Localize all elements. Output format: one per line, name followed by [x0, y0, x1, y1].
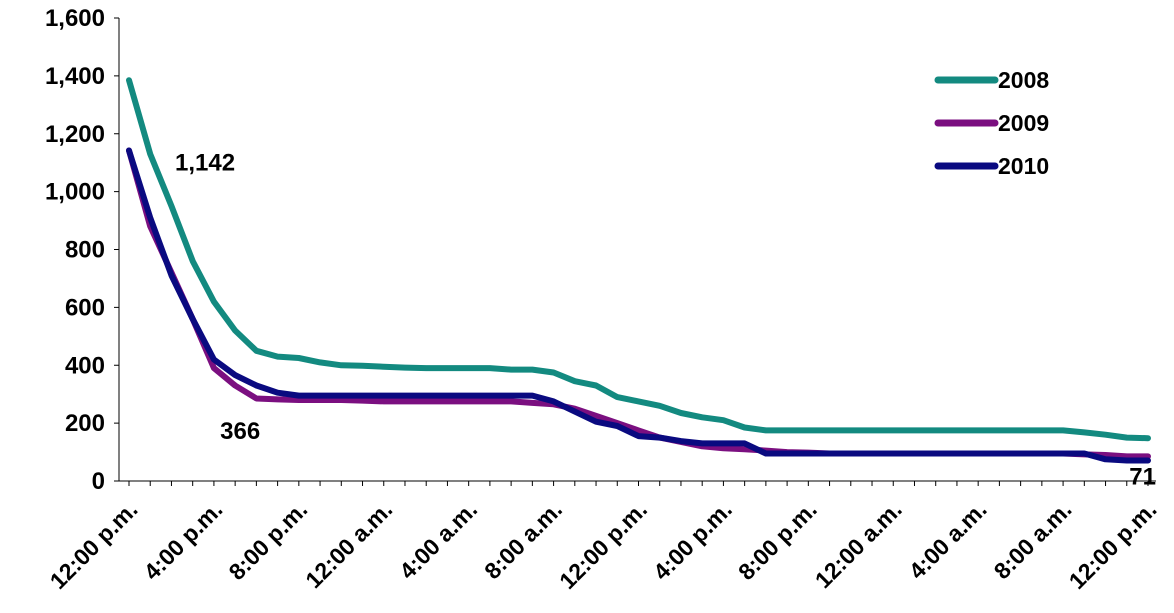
x-tick-label: 8:00 a.m. — [989, 496, 1077, 584]
x-tick-label: 4:00 a.m. — [394, 496, 482, 584]
legend-label-2009: 2009 — [998, 110, 1049, 136]
data-label: 71 — [1129, 463, 1156, 490]
x-tick-label: 8:00 p.m. — [733, 496, 822, 585]
series-line-2010 — [126, 147, 1151, 464]
series-line-2008 — [126, 77, 1151, 442]
legend-label-2008: 2008 — [998, 67, 1049, 93]
x-tick-label: 4:00 p.m. — [648, 496, 737, 585]
y-tick-label: 1,200 — [45, 121, 105, 148]
data-labels: 1,142 366 71 — [175, 150, 1156, 491]
x-tick-label: 8:00 a.m. — [479, 496, 567, 584]
y-tick-label: 1,600 — [45, 5, 105, 32]
legend-label-2010: 2010 — [998, 153, 1049, 179]
legend: 2008 2009 2010 — [934, 67, 1049, 179]
series-lines — [126, 77, 1151, 464]
y-tick-label: 800 — [65, 237, 105, 264]
y-tick-label: 1,000 — [45, 179, 105, 206]
y-tick-label: 200 — [65, 410, 105, 437]
x-tick-label: 4:00 p.m. — [139, 496, 228, 585]
y-tick-label: 400 — [65, 352, 105, 379]
x-tick-label: 12:00 a.m. — [300, 496, 397, 593]
data-label: 1,142 — [175, 150, 235, 177]
y-tick-label: 1,400 — [45, 63, 105, 90]
series-line-2009 — [126, 147, 1151, 460]
x-tick-label: 12:00 p.m. — [45, 496, 143, 594]
x-tick-label: 12:00 a.m. — [810, 496, 907, 593]
y-tick-label: 0 — [92, 468, 105, 495]
data-label: 366 — [220, 418, 260, 445]
x-tick-label: 12:00 p.m. — [554, 496, 652, 594]
x-axis: 12:00 p.m.4:00 p.m.8:00 p.m.12:00 a.m.4:… — [45, 480, 1162, 594]
x-tick-label: 12:00 p.m. — [1064, 496, 1162, 594]
y-axis: 0 200 400 600 800 1,000 1,200 1,400 1,600 — [45, 5, 120, 495]
y-tick-label: 600 — [65, 294, 105, 321]
x-tick-label: 8:00 p.m. — [223, 496, 312, 585]
x-tick-label: 4:00 a.m. — [904, 496, 992, 584]
